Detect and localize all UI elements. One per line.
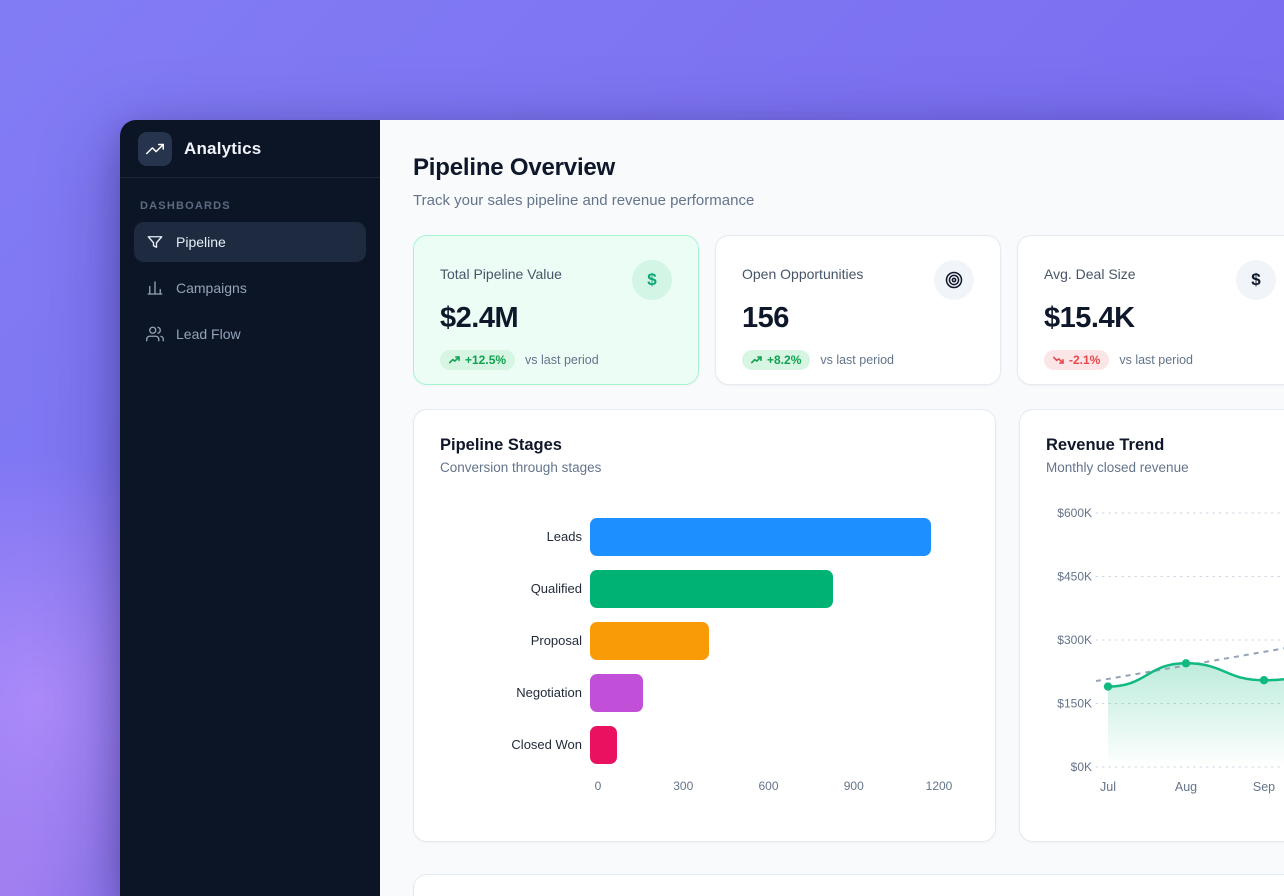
sidebar: Analytics DASHBOARDS Pipeline Campaigns <box>120 120 380 896</box>
bar-row: Qualified <box>440 563 969 615</box>
axis-tick: 1200 <box>925 779 953 793</box>
stat-label: Open Opportunities <box>742 266 864 282</box>
stat-label: Avg. Deal Size <box>1044 266 1136 282</box>
delta-note: vs last period <box>1119 353 1194 367</box>
funnel-icon <box>147 236 163 248</box>
delta-badge: -2.1% <box>1044 350 1110 370</box>
stat-label: Total Pipeline Value <box>440 266 562 282</box>
sidebar-item-lead-flow[interactable]: Lead Flow <box>134 314 366 354</box>
bar-track <box>590 674 931 712</box>
x-axis-label: Aug <box>1175 780 1197 794</box>
chart-title: Pipeline Stages <box>440 436 562 454</box>
bar-label: Qualified <box>530 580 582 596</box>
dollar-glyph: $ <box>1251 270 1261 289</box>
users-icon <box>146 326 164 342</box>
bar-label: Negotiation <box>516 684 582 700</box>
delta-note: vs last period <box>525 353 599 367</box>
revenue-area <box>1108 663 1284 767</box>
y-axis-label: $450K <box>1057 570 1092 584</box>
x-axis-label: Jul <box>1100 780 1116 794</box>
data-point <box>1259 676 1269 685</box>
bar-row: Proposal <box>440 615 969 667</box>
y-axis-label: $0K <box>1071 760 1092 774</box>
dollar-icon: $ <box>1236 260 1276 300</box>
sidebar-header: Analytics <box>120 120 380 178</box>
sidebar-item-pipeline[interactable]: Pipeline <box>134 222 366 262</box>
app-logo <box>138 131 172 166</box>
stat-value: $15.4K <box>1044 302 1135 334</box>
app-title: Analytics <box>184 138 262 158</box>
delta-value: +12.5% <box>465 353 507 367</box>
pipeline-stages-card: Pipeline Stages Conversion through stage… <box>413 409 996 842</box>
sidebar-nav: Pipeline Campaigns Lead Flow <box>120 222 380 360</box>
sidebar-item-campaigns[interactable]: Campaigns <box>134 268 366 308</box>
delta-badge: +12.5% <box>440 350 516 370</box>
pipeline-bars: Leads Qualified Proposal Negotiation Closed … <box>440 511 969 771</box>
main-content: Pipeline Overview Track your sales pipel… <box>380 120 1284 896</box>
bar-leads <box>590 518 931 556</box>
sidebar-item-label: Campaigns <box>176 280 247 296</box>
y-axis-label: $600K <box>1057 506 1092 520</box>
stat-value: $2.4M <box>440 302 519 334</box>
bottom-card <box>413 874 1284 896</box>
bar-label: Proposal <box>530 632 582 648</box>
axis-tick: 300 <box>673 779 694 793</box>
page-title: Pipeline Overview <box>413 154 616 181</box>
axis-tick: 0 <box>594 779 602 793</box>
axis-tick: 900 <box>843 779 864 793</box>
bar-track <box>590 570 931 608</box>
sidebar-section-label: DASHBOARDS <box>140 200 231 212</box>
delta-note: vs last period <box>820 353 895 367</box>
trend-down-mini-icon <box>1053 356 1064 364</box>
target-icon <box>934 260 974 300</box>
dollar-icon: $ <box>632 260 672 300</box>
y-axis-label: $150K <box>1057 697 1092 711</box>
data-point <box>1103 682 1113 691</box>
bar-row: Closed Won <box>440 719 969 771</box>
delta-value: -2.1% <box>1069 353 1101 367</box>
bar-proposal <box>590 622 710 660</box>
bar-closed-won <box>590 726 617 764</box>
delta-value: +8.2% <box>767 353 802 367</box>
trend-up-mini-icon <box>751 356 762 364</box>
chart-subtitle: Conversion through stages <box>440 460 602 475</box>
bar-row: Negotiation <box>440 667 969 719</box>
revenue-chart-svg: $600K $450K $300K $150K $0K Jul Aug Sep <box>1057 506 1284 794</box>
analytics-app-window: Analytics DASHBOARDS Pipeline Campaigns <box>120 120 1284 896</box>
data-point <box>1181 659 1191 668</box>
bar-negotiation <box>590 674 643 712</box>
bar-track <box>590 518 931 556</box>
stat-value: 156 <box>742 302 789 334</box>
delta-badge: +8.2% <box>742 350 811 370</box>
bar-label: Leads <box>546 528 582 544</box>
revenue-trend-card: Revenue Trend Monthly closed revenue $60… <box>1019 409 1284 842</box>
bar-row: Leads <box>440 511 969 563</box>
stat-card-open-opportunities[interactable]: Open Opportunities 156 +8.2% vs last per… <box>715 235 1001 385</box>
page-subtitle: Track your sales pipeline and revenue pe… <box>413 192 755 209</box>
trend-line <box>1095 647 1284 683</box>
pipeline-axis: 0 300 600 900 1200 <box>594 779 953 797</box>
trend-up-mini-icon <box>449 356 460 364</box>
stat-card-avg-deal-size[interactable]: Avg. Deal Size $ $15.4K -2.1% vs last pe… <box>1017 235 1284 385</box>
stats-row: Total Pipeline Value $ $2.4M +12.5% vs l… <box>413 235 1284 385</box>
bar-qualified <box>590 570 833 608</box>
bar-chart-icon <box>147 281 163 295</box>
chart-title: Revenue Trend <box>1046 436 1165 454</box>
sidebar-item-label: Lead Flow <box>176 326 241 342</box>
axis-tick: 600 <box>758 779 779 793</box>
chart-subtitle: Monthly closed revenue <box>1046 460 1189 475</box>
sidebar-item-label: Pipeline <box>176 234 226 250</box>
charts-row: Pipeline Stages Conversion through stage… <box>413 409 1284 842</box>
bar-track <box>590 622 931 660</box>
stat-card-total-pipeline-value[interactable]: Total Pipeline Value $ $2.4M +12.5% vs l… <box>413 235 699 385</box>
y-axis-label: $300K <box>1057 633 1092 647</box>
bar-label: Closed Won <box>511 736 582 752</box>
x-axis-label: Sep <box>1253 780 1275 794</box>
trending-up-icon <box>146 143 164 154</box>
dollar-glyph: $ <box>647 270 657 289</box>
bar-track <box>590 726 931 764</box>
revenue-line <box>1106 662 1284 688</box>
